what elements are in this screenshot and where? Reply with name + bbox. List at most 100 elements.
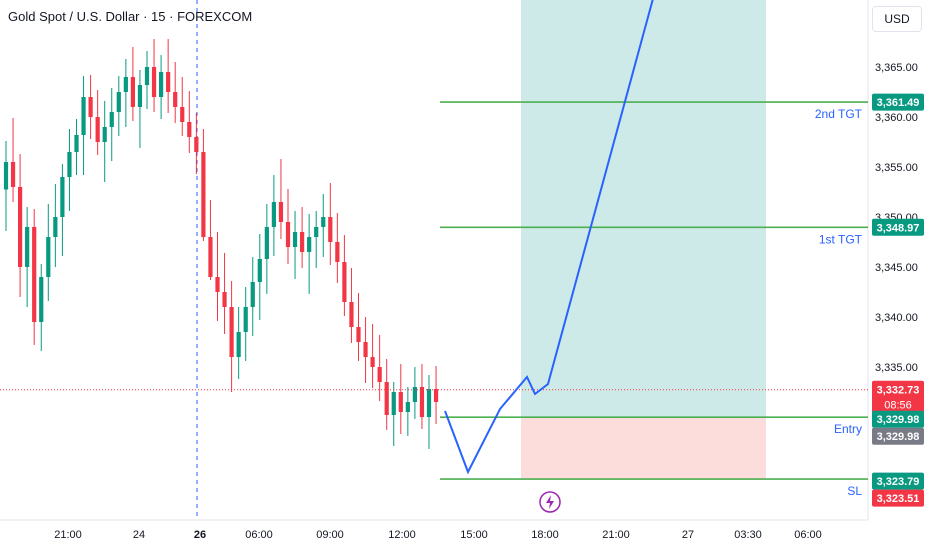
candle-body [363, 342, 368, 357]
level-label: SL [847, 484, 862, 498]
price-tag-bottom-bg [872, 489, 924, 507]
candle-body [285, 222, 291, 247]
price-tag-2nd-tgt-bg [872, 93, 924, 111]
candle-body [349, 302, 354, 327]
candle-body [123, 77, 128, 92]
price-tag-entry-bg [872, 410, 924, 428]
lightning-bolt [546, 495, 554, 509]
candle-body [159, 72, 164, 97]
price-tag-entry-dup: 3,329.98 [877, 431, 920, 443]
y-tick-label: 3,360.00 [875, 112, 918, 124]
candle-body [328, 217, 333, 242]
chart-title: Gold Spot / U.S. Dollar · 15 · FOREXCOM [8, 9, 253, 24]
candle-body [292, 232, 298, 247]
candle-body [74, 135, 79, 152]
level-label: 1st TGT [819, 232, 863, 246]
countdown-label: 08:56 [884, 400, 912, 412]
loss-zone [521, 417, 766, 480]
candle-body [264, 227, 269, 259]
price-tag-sl: 3,323.79 [877, 476, 920, 488]
price-tag-bottom: 3,323.51 [877, 493, 920, 505]
price-tag-entry-dup-bg [872, 427, 924, 445]
candle-body [173, 92, 178, 107]
candle-body [377, 367, 382, 382]
candle-body [151, 67, 157, 97]
candle-body [271, 202, 276, 227]
candle-body [300, 232, 305, 252]
candle-body [39, 277, 44, 322]
candle-body [194, 137, 199, 152]
price-tag-current: 3,332.73 [877, 385, 920, 397]
candle-body [144, 67, 150, 85]
x-tick-label: 12:00 [388, 529, 416, 541]
candle-body [215, 277, 220, 292]
price-tag-entry: 3,329.98 [877, 414, 920, 426]
candle-body [208, 237, 213, 277]
candle-body [102, 127, 107, 142]
candle-body [88, 97, 93, 117]
currency-button[interactable]: USD [872, 6, 922, 32]
candle-body [95, 117, 100, 142]
y-tick-label: 3,365.00 [875, 62, 918, 74]
candle-body [3, 162, 9, 190]
candle-body [278, 202, 284, 222]
candle-body [412, 387, 417, 402]
candle-body [130, 77, 135, 107]
candle-body [81, 97, 86, 135]
x-tick-label: 26 [194, 529, 206, 541]
candle-body [32, 227, 37, 322]
candle-body [187, 122, 192, 137]
candle-body [342, 262, 347, 302]
y-tick-label: 3,345.00 [875, 262, 918, 274]
candle-body [236, 332, 241, 357]
x-tick-label: 09:00 [316, 529, 344, 541]
candle-body [229, 307, 234, 357]
candle-body [46, 237, 51, 277]
candle-body [18, 187, 23, 267]
candle-body [356, 327, 361, 342]
price-tag-1st-tgt: 3,348.97 [877, 222, 920, 234]
x-tick-label: 15:00 [460, 529, 488, 541]
candle-body [60, 177, 65, 217]
candle-body [180, 107, 185, 122]
candle-body [314, 227, 319, 237]
candle-body [426, 389, 432, 417]
candle-body [67, 152, 72, 177]
profit-zone [521, 0, 766, 418]
candle-body [222, 292, 227, 307]
candle-body [433, 389, 439, 402]
level-label: Entry [834, 422, 862, 436]
x-tick-label: 06:00 [245, 529, 273, 541]
candle-body [250, 282, 255, 307]
candle-body [243, 307, 248, 332]
candle-body [257, 259, 262, 282]
level-label: 2nd TGT [815, 107, 863, 121]
projection-arrow-path[interactable] [444, 0, 660, 475]
candle-body [398, 392, 403, 412]
y-tick-label: 3,340.00 [875, 312, 918, 324]
candle-body [405, 402, 410, 412]
x-tick-label: 21:00 [602, 529, 630, 541]
x-tick-label: 03:30 [734, 529, 762, 541]
price-tag-sl-bg [872, 472, 924, 490]
candle-body [391, 392, 396, 415]
y-tick-label: 3,355.00 [875, 162, 918, 174]
candle-body [419, 387, 425, 417]
candle-body [370, 357, 375, 367]
y-tick-label: 3,335.00 [875, 362, 918, 374]
candle-body [201, 152, 206, 237]
x-tick-label: 21:00 [54, 529, 82, 541]
candle-body [321, 217, 326, 227]
candle-body [137, 85, 143, 107]
candle-body [10, 162, 16, 187]
x-tick-label: 18:00 [531, 529, 559, 541]
x-tick-label: 27 [682, 529, 694, 541]
price-tag-2nd-tgt: 3,361.49 [877, 97, 920, 109]
candle-body [166, 72, 171, 92]
candle-body [335, 242, 340, 262]
candle-body [53, 217, 58, 237]
candle-body [384, 382, 389, 415]
price-tag-1st-tgt-bg [872, 218, 924, 236]
price-tag-current-bg [872, 380, 924, 413]
